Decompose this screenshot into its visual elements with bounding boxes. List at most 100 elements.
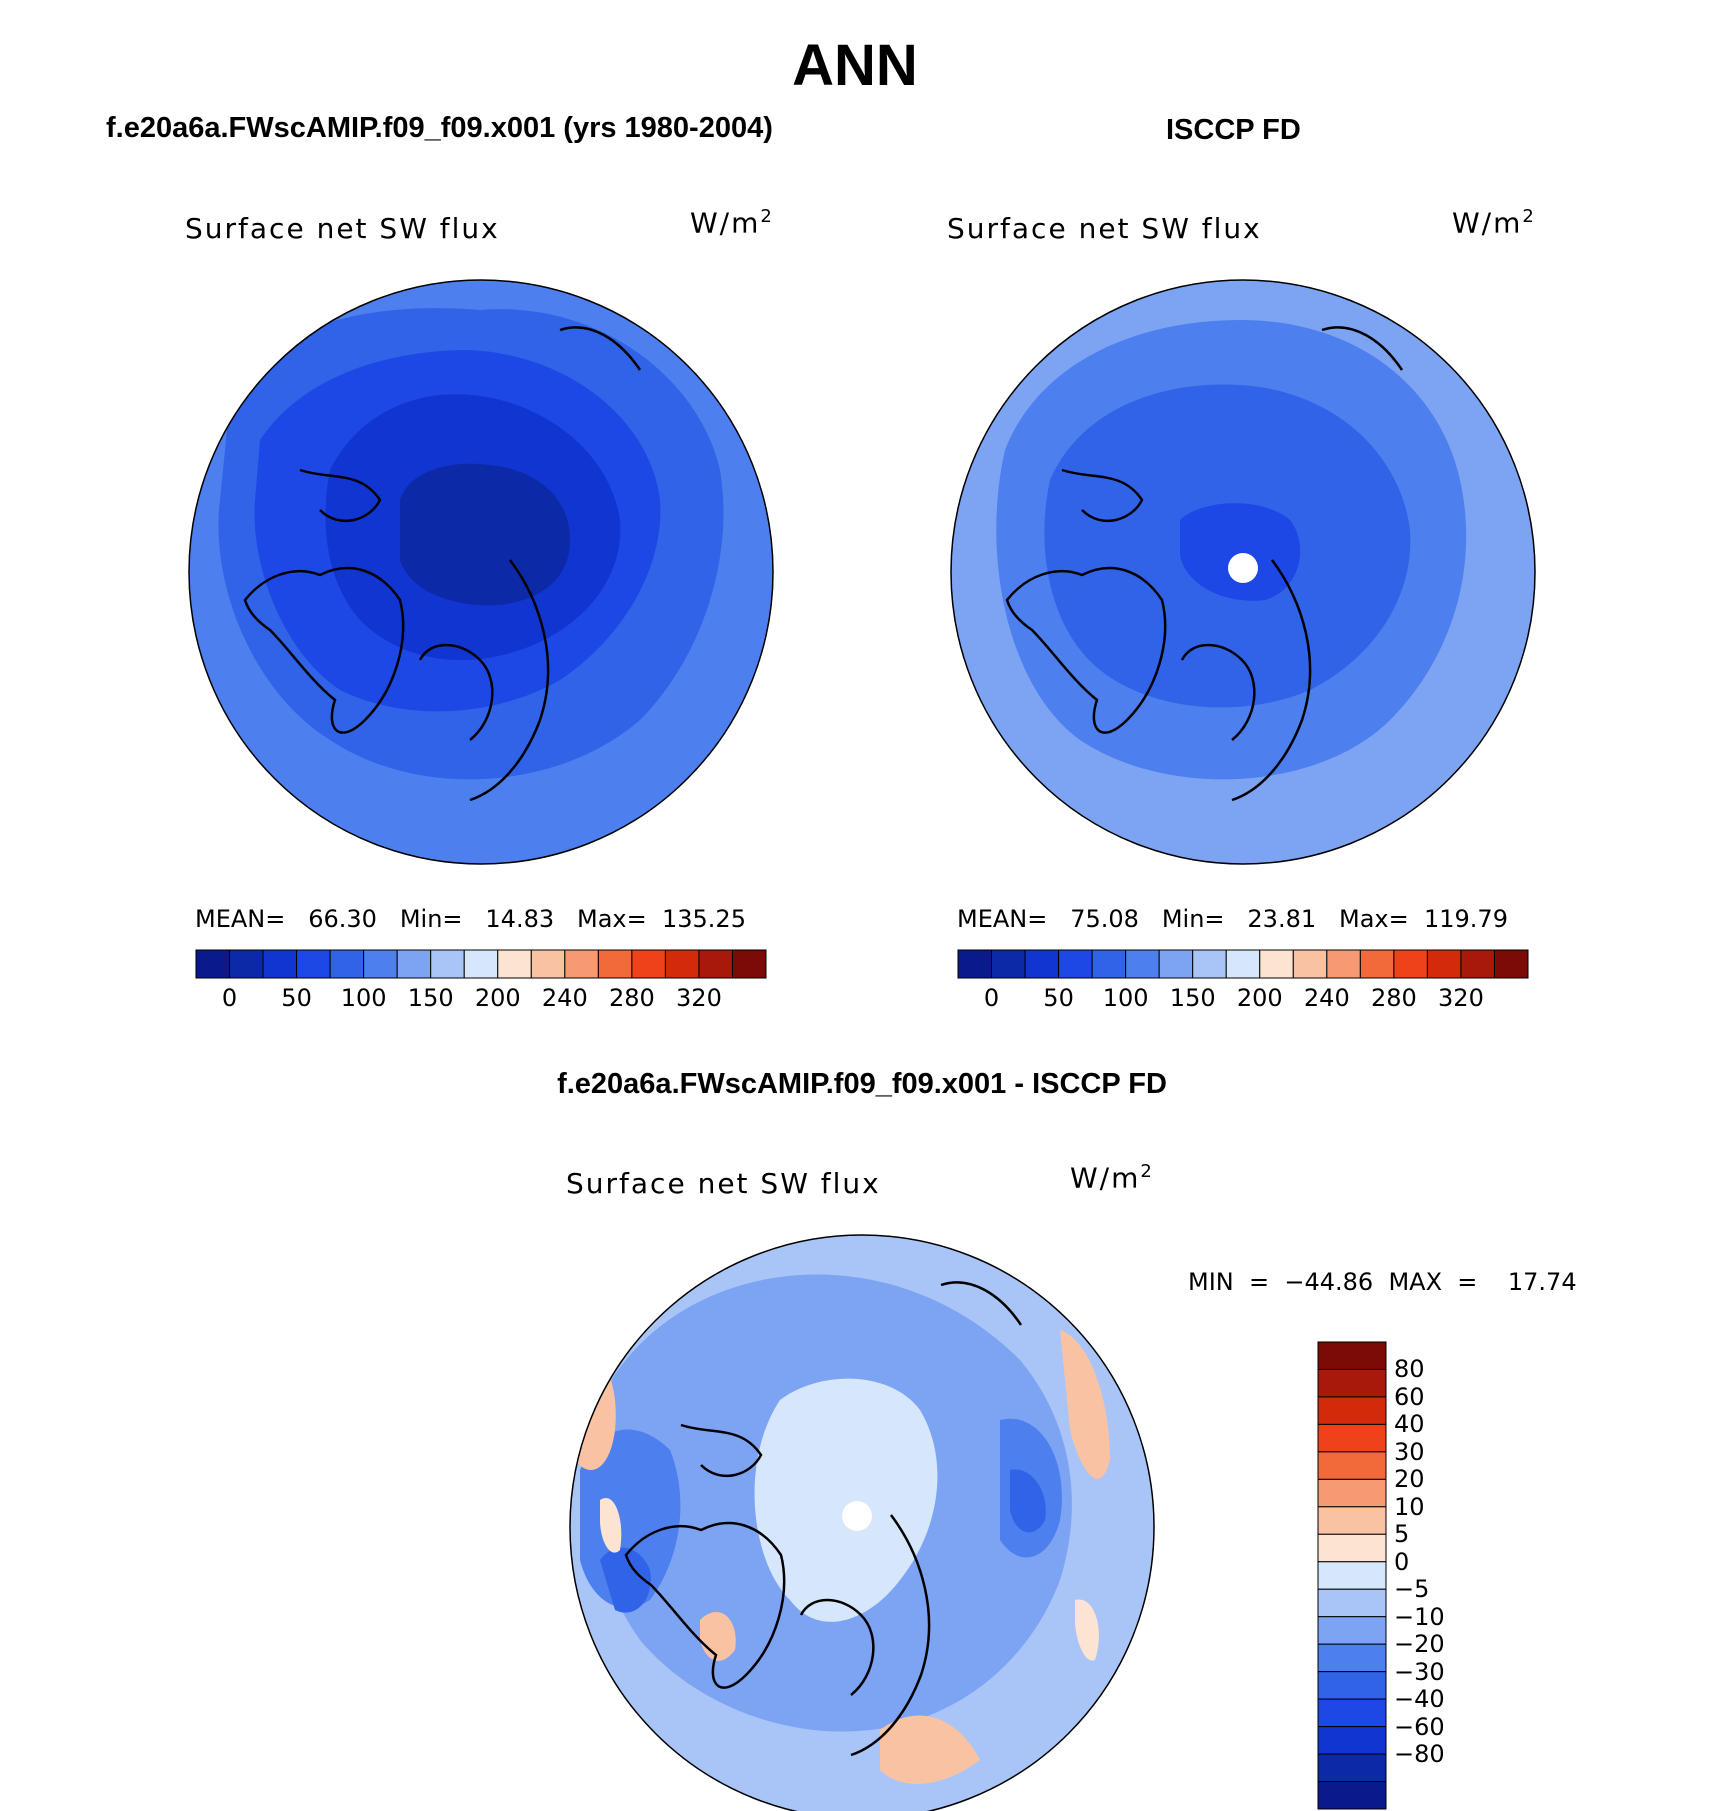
colorbar-tick-label: 30: [1394, 1437, 1425, 1466]
colorbar-swatch: [1125, 949, 1160, 979]
colorbar-swatch: [1259, 949, 1294, 979]
figure-title: ANN: [792, 33, 918, 98]
colorbar-swatch: [731, 949, 767, 979]
o-core-region: [1180, 503, 1301, 601]
colorbar-tick-label: 100: [340, 984, 387, 1012]
colorbar-swatch: [1426, 949, 1462, 979]
obs-map: [951, 280, 1535, 864]
colorbar-tick-label: 0: [1394, 1547, 1410, 1576]
colorbar-swatch: [1058, 949, 1093, 979]
colorbar-tick-label: 200: [474, 984, 521, 1012]
colorbar-tick-label: 0: [983, 984, 1000, 1012]
colorbar-swatch: [530, 949, 566, 979]
colorbar-swatch: [597, 949, 633, 979]
colorbar-swatch: [1317, 1478, 1387, 1508]
colorbar-swatch: [195, 949, 231, 979]
colorbar-tick-label: 320: [1438, 984, 1484, 1012]
colorbar-swatch: [463, 949, 499, 979]
model-panel-heading: f.e20a6a.FWscAMIP.f09_f09.x001 (yrs 1980…: [106, 112, 773, 144]
model-coastlines: [243, 326, 642, 802]
colorbar-swatch: [1317, 1588, 1387, 1618]
colorbar-swatch: [1359, 949, 1395, 979]
colorbar-swatch: [229, 949, 264, 979]
d-strong-region: [600, 1469, 1046, 1613]
diff-variable-label: Surface net SW flux: [566, 1167, 881, 1200]
colorbar-tick-label: 50: [281, 984, 312, 1012]
colorbar-swatch: [1460, 949, 1495, 979]
colorbar-tick-label: −60: [1394, 1712, 1445, 1741]
colorbar-swatch: [329, 949, 365, 979]
obs-variable-label: Surface net SW flux: [947, 212, 1262, 245]
colorbar-tick-label: 280: [1370, 984, 1417, 1012]
colorbar-swatch: [262, 949, 298, 979]
colorbar-swatch: [1393, 949, 1428, 979]
colorbar-swatch: [1317, 1368, 1387, 1398]
colorbar-swatch: [430, 949, 465, 979]
colorbar-tick-label: 60: [1394, 1382, 1425, 1411]
colorbar-swatch: [1317, 1423, 1387, 1453]
m-deep-region: [400, 463, 570, 606]
model-map-border: [188, 279, 774, 865]
colorbar-tick-label: 5: [1394, 1520, 1410, 1549]
colorbar-swatch: [698, 949, 733, 979]
colorbar-swatch: [363, 949, 398, 979]
colorbar-swatch: [1192, 949, 1227, 979]
colorbar-swatch: [1317, 1643, 1387, 1673]
colorbar-tick-label: 80: [1394, 1355, 1425, 1384]
colorbar-tick-label: 280: [608, 984, 655, 1012]
o-pole-region: [1228, 553, 1258, 583]
model-stats: MEAN= 66.30 Min= 14.83 Max= 135.25: [195, 905, 746, 933]
diff-coastlines: [624, 1281, 1023, 1757]
colorbar-tick-label: 320: [676, 984, 722, 1012]
colorbar-swatch: [1317, 1396, 1387, 1425]
model-variable-label: Surface net SW flux: [185, 212, 500, 245]
colorbar-tick-label: −40: [1394, 1685, 1445, 1714]
colorbar-swatch: [1024, 949, 1060, 979]
colorbar-swatch: [1292, 949, 1328, 979]
obs-colorbar: [957, 949, 1529, 979]
colorbar-swatch: [1493, 949, 1529, 979]
colorbar-swatch: [1317, 1451, 1387, 1480]
colorbar-swatch: [1317, 1561, 1387, 1590]
diff-panel-heading: f.e20a6a.FWscAMIP.f09_f09.x001 - ISCCP F…: [557, 1068, 1167, 1100]
colorbar-swatch: [957, 949, 993, 979]
d-light-region: [754, 1378, 938, 1622]
colorbar-tick-label: 40: [1394, 1410, 1425, 1439]
colorbar-swatch: [664, 949, 700, 979]
colorbar-swatch: [497, 949, 532, 979]
colorbar-tick-label: 20: [1394, 1465, 1425, 1494]
colorbar-swatch: [1317, 1341, 1387, 1370]
colorbar-tick-label: 100: [1102, 984, 1149, 1012]
colorbar-swatch: [564, 949, 599, 979]
colorbar-swatch: [1326, 949, 1361, 979]
colorbar-tick-label: −30: [1394, 1657, 1445, 1686]
colorbar-swatch: [1317, 1671, 1387, 1700]
colorbar-swatch: [1317, 1506, 1387, 1535]
diff-map-border: [569, 1234, 1155, 1811]
obs-stats: MEAN= 75.08 Min= 23.81 Max= 119.79: [957, 905, 1508, 933]
diff-colorbar: [1317, 1341, 1387, 1810]
colorbar-tick-label: 240: [1303, 984, 1350, 1012]
colorbar-swatch: [1317, 1616, 1387, 1645]
model-map: [189, 280, 773, 864]
obs-map-border: [950, 279, 1536, 865]
colorbar-swatch: [631, 949, 666, 979]
model-unit-label: W/m2: [690, 206, 774, 240]
diff-minmax: MIN = −44.86 MAX = 17.74: [1188, 1268, 1577, 1296]
colorbar-tick-label: 150: [407, 984, 454, 1012]
colorbar-swatch: [1317, 1781, 1387, 1810]
colorbar-tick-label: −10: [1394, 1602, 1445, 1631]
colorbar-swatch: [1091, 949, 1127, 979]
colorbar-swatch: [1225, 949, 1261, 979]
colorbar-swatch: [991, 949, 1026, 979]
colorbar-tick-label: 200: [1236, 984, 1283, 1012]
model-colorbar: [195, 949, 767, 979]
colorbar-tick-label: 150: [1169, 984, 1216, 1012]
colorbar-tick-label: −5: [1394, 1575, 1430, 1604]
obs-unit-label: W/m2: [1452, 206, 1536, 240]
colorbar-swatch: [1317, 1698, 1387, 1728]
obs-coastlines: [1005, 326, 1404, 802]
colorbar-tick-label: 50: [1043, 984, 1074, 1012]
colorbar-swatch: [396, 949, 432, 979]
colorbar-tick-label: −20: [1394, 1630, 1445, 1659]
